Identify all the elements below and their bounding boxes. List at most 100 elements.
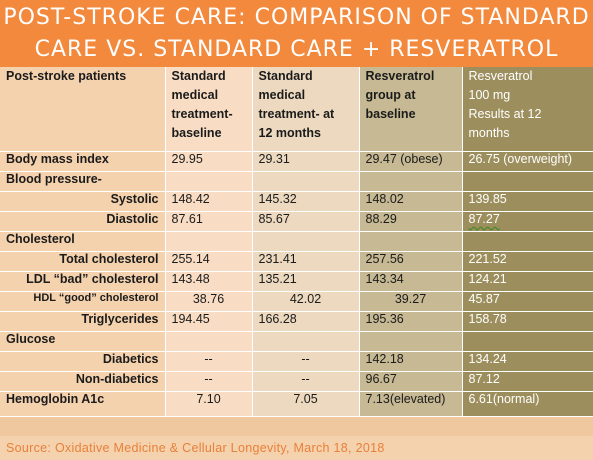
table-cell bbox=[462, 331, 593, 352]
table-cell: 231.41 bbox=[252, 251, 360, 272]
table-cell: 145.32 bbox=[252, 191, 360, 212]
header-line: 12 months bbox=[258, 126, 322, 140]
table-cell: -- bbox=[252, 371, 360, 392]
table-row: Diabetics -- -- 142.18 134.24 bbox=[0, 351, 593, 372]
header-line: Resveratrol bbox=[468, 69, 533, 83]
table-row: HDL “good” cholesterol 38.76 42.02 39.27… bbox=[0, 291, 593, 312]
table-cell: 124.21 bbox=[462, 271, 593, 292]
header-res-12m: Resveratrol 100 mg Results at 12 months bbox=[462, 67, 593, 152]
table-cell bbox=[359, 331, 463, 352]
table-cell bbox=[165, 331, 253, 352]
table-cell: 142.18 bbox=[359, 351, 463, 372]
row-label-cholesterol: Cholesterol bbox=[0, 231, 166, 252]
header-res-baseline: Resveratrol group at baseline bbox=[359, 67, 463, 152]
table-cell: 134.24 bbox=[462, 351, 593, 372]
row-label-diabetics: Diabetics bbox=[0, 351, 166, 372]
table-cell: 39.27 bbox=[359, 291, 463, 312]
source-citation: Source: Oxidative Medicine & Cellular Lo… bbox=[0, 436, 593, 460]
table-cell: 135.21 bbox=[252, 271, 360, 292]
table-cell bbox=[359, 231, 463, 252]
header-line: Post-stroke patients bbox=[6, 69, 127, 83]
table-cell: 38.76 bbox=[165, 291, 253, 312]
table-row: Diastolic 87.61 85.67 88.29 87.27 bbox=[0, 211, 593, 232]
table-cell: 96.67 bbox=[359, 371, 463, 392]
table-cell: 143.34 bbox=[359, 271, 463, 292]
table-cell: 26.75 (overweight) bbox=[462, 151, 593, 172]
table-cell bbox=[252, 231, 360, 252]
table-cell: 29.31 bbox=[252, 151, 360, 172]
row-label-non-diabetics: Non-diabetics bbox=[0, 371, 166, 392]
header-patients: Post-stroke patients bbox=[0, 67, 166, 152]
header-std-12m: Standard medical treatment- at 12 months bbox=[252, 67, 360, 152]
header-line: baseline bbox=[171, 126, 222, 140]
header-line: group at bbox=[365, 88, 416, 102]
row-label-glucose: Glucose bbox=[0, 331, 166, 352]
header-line: treatment- bbox=[171, 107, 233, 121]
table-cell: 29.47 (obese) bbox=[359, 151, 463, 172]
table-cell: 148.42 bbox=[165, 191, 253, 212]
header-line: Resveratrol bbox=[365, 69, 435, 83]
table-row: Hemoglobin A1c 7.10 7.05 7.13(elevated) … bbox=[0, 391, 593, 417]
row-label-blood-pressure: Blood pressure- bbox=[0, 171, 166, 192]
table-cell: 88.29 bbox=[359, 211, 463, 232]
title-banner: POST-STROKE CARE: COMPARISON OF STANDARD… bbox=[0, 0, 593, 67]
table-cell: 85.67 bbox=[252, 211, 360, 232]
row-label-ldl: LDL “bad” cholesterol bbox=[0, 271, 166, 292]
cell-value: 87.27 bbox=[468, 211, 500, 226]
table-cell: 143.48 bbox=[165, 271, 253, 292]
row-label-a1c: Hemoglobin A1c bbox=[0, 391, 166, 417]
table-row: Blood pressure- bbox=[0, 171, 593, 192]
table-cell: 7.10 bbox=[165, 391, 253, 417]
table-cell bbox=[462, 231, 593, 252]
comparison-table: Post-stroke patients Standard medical tr… bbox=[0, 67, 593, 417]
table-row: Glucose bbox=[0, 331, 593, 352]
table-cell bbox=[165, 231, 253, 252]
table-cell: 195.36 bbox=[359, 311, 463, 332]
header-row: Post-stroke patients Standard medical tr… bbox=[0, 67, 593, 152]
header-line: medical bbox=[258, 88, 306, 102]
table-cell bbox=[359, 171, 463, 192]
table-cell: 87.27 bbox=[462, 211, 593, 232]
table-cell bbox=[462, 171, 593, 192]
table-cell: -- bbox=[165, 351, 253, 372]
row-label-diastolic: Diastolic bbox=[0, 211, 166, 232]
header-line: Results at 12 bbox=[468, 107, 542, 121]
table-row: Body mass index 29.95 29.31 29.47 (obese… bbox=[0, 151, 593, 172]
table-cell: 158.78 bbox=[462, 311, 593, 332]
table-cell: 29.95 bbox=[165, 151, 253, 172]
table-row: Non-diabetics -- -- 96.67 87.12 bbox=[0, 371, 593, 392]
row-label-bmi: Body mass index bbox=[0, 151, 166, 172]
row-label-triglycerides: Triglycerides bbox=[0, 311, 166, 332]
table-cell: 139.85 bbox=[462, 191, 593, 212]
table-cell bbox=[252, 171, 360, 192]
table-cell: 6.61(normal) bbox=[462, 391, 593, 417]
table-cell: -- bbox=[165, 371, 253, 392]
table-cell: 45.87 bbox=[462, 291, 593, 312]
title-line-1: POST-STROKE CARE: COMPARISON OF STANDARD bbox=[3, 5, 590, 30]
header-line: months bbox=[468, 126, 510, 140]
table-cell bbox=[165, 171, 253, 192]
header-line: baseline bbox=[365, 107, 416, 121]
row-label-hdl: HDL “good” cholesterol bbox=[0, 291, 166, 312]
header-line: treatment- at bbox=[258, 107, 335, 121]
table-cell: 87.61 bbox=[165, 211, 253, 232]
table-cell: 166.28 bbox=[252, 311, 360, 332]
table-cell: 87.12 bbox=[462, 371, 593, 392]
table-cell: 148.02 bbox=[359, 191, 463, 212]
header-line: medical bbox=[171, 88, 219, 102]
table-row: Triglycerides 194.45 166.28 195.36 158.7… bbox=[0, 311, 593, 332]
table-cell: 7.13(elevated) bbox=[359, 391, 463, 417]
table-cell: 255.14 bbox=[165, 251, 253, 272]
table-cell: 194.45 bbox=[165, 311, 253, 332]
table-row: LDL “bad” cholesterol 143.48 135.21 143.… bbox=[0, 271, 593, 292]
header-line: Standard bbox=[171, 69, 226, 83]
table-cell: 257.56 bbox=[359, 251, 463, 272]
table-cell bbox=[252, 331, 360, 352]
row-label-systolic: Systolic bbox=[0, 191, 166, 212]
table-row: Systolic 148.42 145.32 148.02 139.85 bbox=[0, 191, 593, 212]
header-line: 100 mg bbox=[468, 88, 511, 102]
table-row: Total cholesterol 255.14 231.41 257.56 2… bbox=[0, 251, 593, 272]
table-cell: 42.02 bbox=[252, 291, 360, 312]
header-std-baseline: Standard medical treatment- baseline bbox=[165, 67, 253, 152]
table-cell: -- bbox=[252, 351, 360, 372]
